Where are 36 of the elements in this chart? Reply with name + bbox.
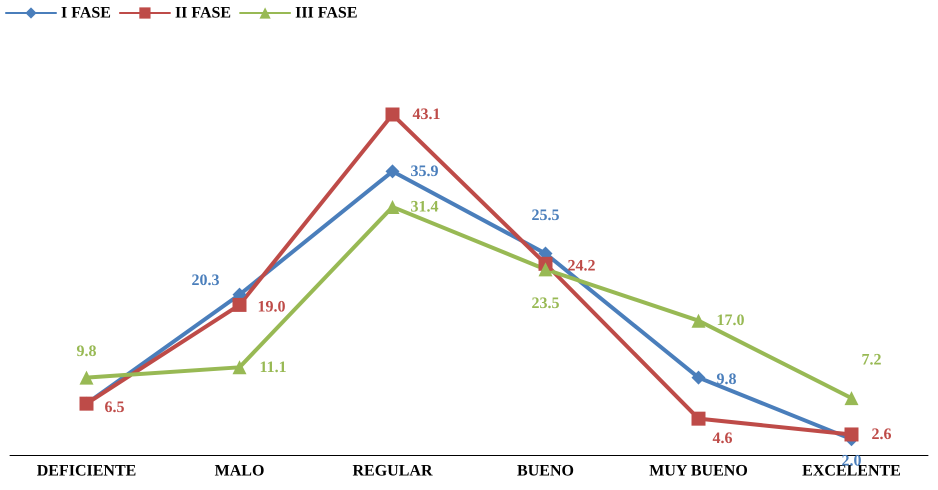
point [386, 108, 400, 122]
x-tick-label: MUY BUENO [649, 462, 748, 480]
x-tick-label: DEFICIENTE [36, 462, 136, 480]
data-label: 25.5 [532, 207, 560, 224]
data-label: 24.2 [568, 257, 596, 274]
point [232, 298, 246, 312]
x-tick-label: MALO [214, 462, 264, 480]
point [692, 370, 706, 385]
data-label: 23.5 [532, 294, 560, 312]
point [692, 314, 706, 328]
data-label: 20.3 [192, 272, 220, 290]
x-tick-label: BUENO [517, 462, 574, 480]
data-label: 6.5 [104, 399, 124, 416]
point [386, 200, 400, 214]
legend-label: II FASE [174, 4, 232, 22]
point [80, 370, 94, 385]
legend-label: III FASE [295, 4, 358, 22]
point [538, 262, 552, 276]
data-label: 35.9 [410, 162, 438, 180]
point [844, 391, 858, 406]
data-label: 7.2 [862, 352, 882, 369]
data-label: 11.1 [260, 358, 287, 376]
point [692, 412, 706, 426]
point [386, 164, 400, 178]
data-label: 19.0 [258, 298, 286, 316]
data-label: 9.8 [76, 343, 96, 360]
legend-label: I FASE [61, 4, 111, 22]
x-tick-label: REGULAR [352, 462, 433, 480]
data-label: 2.6 [872, 426, 892, 443]
data-label: 17.0 [716, 312, 744, 330]
data-label: 43.1 [412, 106, 440, 124]
point [232, 360, 246, 374]
point [844, 427, 858, 442]
data-label: 4.6 [712, 430, 732, 448]
data-label: 31.4 [410, 198, 438, 216]
data-label: 9.8 [716, 371, 736, 388]
